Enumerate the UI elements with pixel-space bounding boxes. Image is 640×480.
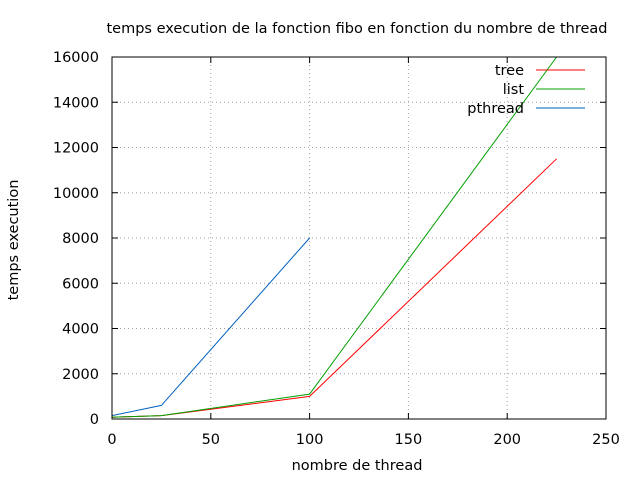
axis-ticks: 0 50 100 150 200 250 0 2000 4000 6000 8000 10000 120… [53,50,620,448]
x-tick-label: 150 [395,432,423,448]
legend-label-tree: tree [495,63,524,79]
legend-label-list: list [503,82,525,98]
y-tick-label: 12000 [53,141,99,157]
legend: tree list pthread [467,63,585,117]
grid [112,57,606,419]
chart-title: temps execution de la fonction fibo en f… [106,21,607,37]
y-tick-label: 14000 [53,95,99,111]
y-tick-label: 10000 [53,186,99,202]
series-lines [111,56,558,418]
x-tick-label: 50 [202,432,220,448]
y-tick-label: 2000 [62,367,99,383]
legend-label-pthread: pthread [467,101,524,117]
y-tick-label: 16000 [53,50,99,66]
x-tick-label: 100 [296,432,324,448]
series-line-tree [111,158,557,418]
y-tick-label: 0 [90,412,99,428]
y-axis-label: temps execution [6,180,22,301]
x-tick-label: 200 [493,432,521,448]
series-line-pthread [111,237,310,417]
x-axis-label: nombre de thread [292,458,423,474]
y-tick-label: 8000 [62,231,99,247]
y-tick-label: 6000 [62,276,99,292]
series-line-list [111,56,558,418]
x-tick-label: 250 [592,432,620,448]
plot-frame [111,56,607,420]
x-tick-label: 0 [107,432,116,448]
y-tick-label: 4000 [62,322,99,338]
